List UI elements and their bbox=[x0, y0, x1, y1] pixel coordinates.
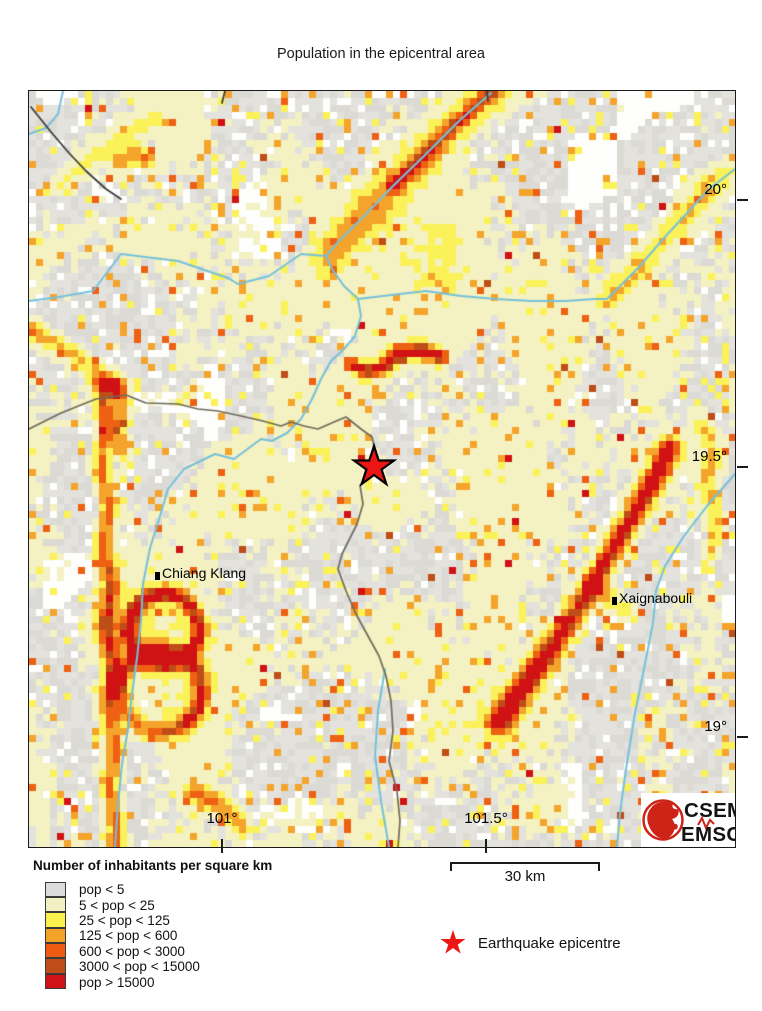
lon-label: 101° bbox=[206, 810, 238, 827]
lon-label: 101.5° bbox=[464, 810, 508, 827]
population-map: CSEM EMSC 20° 19.5° 19° 101° 101.5° Chiang Kl… bbox=[28, 90, 748, 853]
logo-text-csem: CSEM bbox=[684, 799, 735, 822]
legend-label: 25 < pop < 125 bbox=[79, 912, 170, 928]
lat-tick bbox=[737, 736, 748, 738]
lon-tick bbox=[221, 839, 223, 853]
legend-label: 3000 < pop < 15000 bbox=[79, 959, 200, 975]
legend-swatch bbox=[45, 912, 66, 928]
city-marker bbox=[155, 572, 160, 580]
city-marker bbox=[612, 597, 617, 605]
legend-title: Number of inhabitants per square km bbox=[33, 858, 273, 873]
legend-swatch bbox=[45, 973, 66, 990]
lat-label: 20° bbox=[704, 181, 727, 198]
legend-label: pop < 5 bbox=[79, 882, 125, 898]
title-line-1: Population in the epicentral area bbox=[277, 46, 485, 62]
legend-row: 125 < pop < 600 bbox=[45, 927, 272, 944]
lat-tick bbox=[737, 466, 748, 468]
map-overlay: CSEM EMSC 20° 19.5° 19° 101° 101.5° Chiang Kl… bbox=[29, 91, 748, 853]
legend-row: 5 < pop < 25 bbox=[45, 896, 272, 913]
legend-swatch bbox=[45, 943, 66, 959]
csem-emsc-logo-graphic: CSEM EMSC bbox=[642, 799, 744, 846]
lat-label: 19° bbox=[704, 718, 727, 735]
csem-emsc-logo: CSEM EMSC bbox=[641, 793, 744, 847]
lat-label: 19.5° bbox=[691, 448, 727, 465]
legend-label: 600 < pop < 3000 bbox=[79, 943, 185, 959]
epicentre-legend-label: Earthquake epicentre bbox=[478, 935, 621, 952]
epicentre-legend-star-icon bbox=[440, 929, 466, 954]
population-legend: Number of inhabitants per square km pop … bbox=[33, 858, 272, 990]
city-label: Xaignabouli bbox=[619, 590, 693, 606]
legend-label: pop > 15000 bbox=[79, 974, 155, 990]
legend-row: 3000 < pop < 15000 bbox=[45, 958, 272, 975]
legend-row: pop > 15000 bbox=[45, 973, 272, 990]
legend-swatch bbox=[45, 927, 66, 944]
scale-bar-label: 30 km bbox=[504, 868, 546, 885]
legend-row: pop < 5 bbox=[45, 881, 272, 898]
city-label: Chiang Klang bbox=[162, 565, 247, 581]
legend-swatch bbox=[45, 896, 66, 913]
legend-row: 25 < pop < 125 bbox=[45, 912, 272, 928]
legend-label: 5 < pop < 25 bbox=[79, 897, 155, 913]
logo-text-emsc: EMSC bbox=[681, 823, 735, 846]
lon-tick bbox=[485, 839, 487, 853]
legend-swatch bbox=[45, 881, 66, 897]
legend-swatch bbox=[45, 958, 66, 974]
legend-label: 125 < pop < 600 bbox=[79, 928, 178, 944]
scale-bar bbox=[450, 862, 600, 871]
earthquake-epicenter-star-icon bbox=[350, 443, 398, 487]
lat-tick bbox=[737, 199, 748, 201]
legend-row: 600 < pop < 3000 bbox=[45, 943, 272, 959]
